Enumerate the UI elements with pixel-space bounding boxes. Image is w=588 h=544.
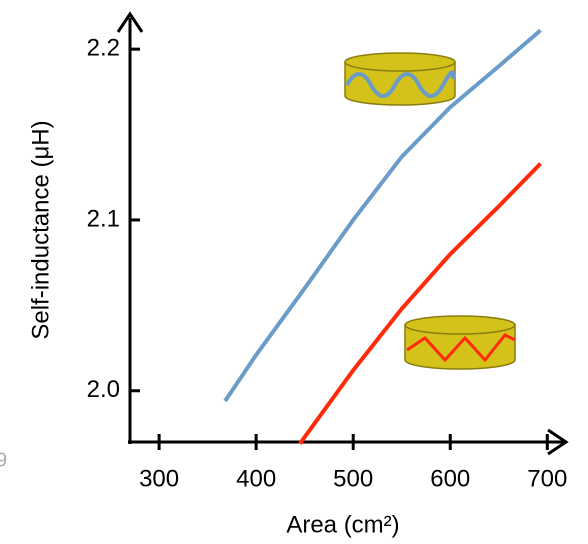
series-line <box>298 162 542 445</box>
y-arrow <box>116 11 144 33</box>
icon-zigzag <box>404 315 516 370</box>
y-axis-label: Self-inductance (μH) <box>27 120 54 339</box>
x-axis-label: Area (cm²) <box>286 511 399 538</box>
x-arrow <box>547 428 569 456</box>
icon-wavy <box>344 52 456 106</box>
y-tick-label: 2.1 <box>87 205 120 232</box>
page-number: 9 <box>0 449 7 471</box>
x-tick-label: 400 <box>236 465 276 492</box>
x-tick-label: 500 <box>333 465 373 492</box>
y-tick-label: 2.0 <box>87 376 120 403</box>
x-tick-label: 700 <box>527 465 567 492</box>
x-tick-label: 300 <box>139 465 179 492</box>
y-tick-label: 2.2 <box>87 35 120 62</box>
x-tick-label: 600 <box>430 465 470 492</box>
series-line <box>223 28 542 403</box>
